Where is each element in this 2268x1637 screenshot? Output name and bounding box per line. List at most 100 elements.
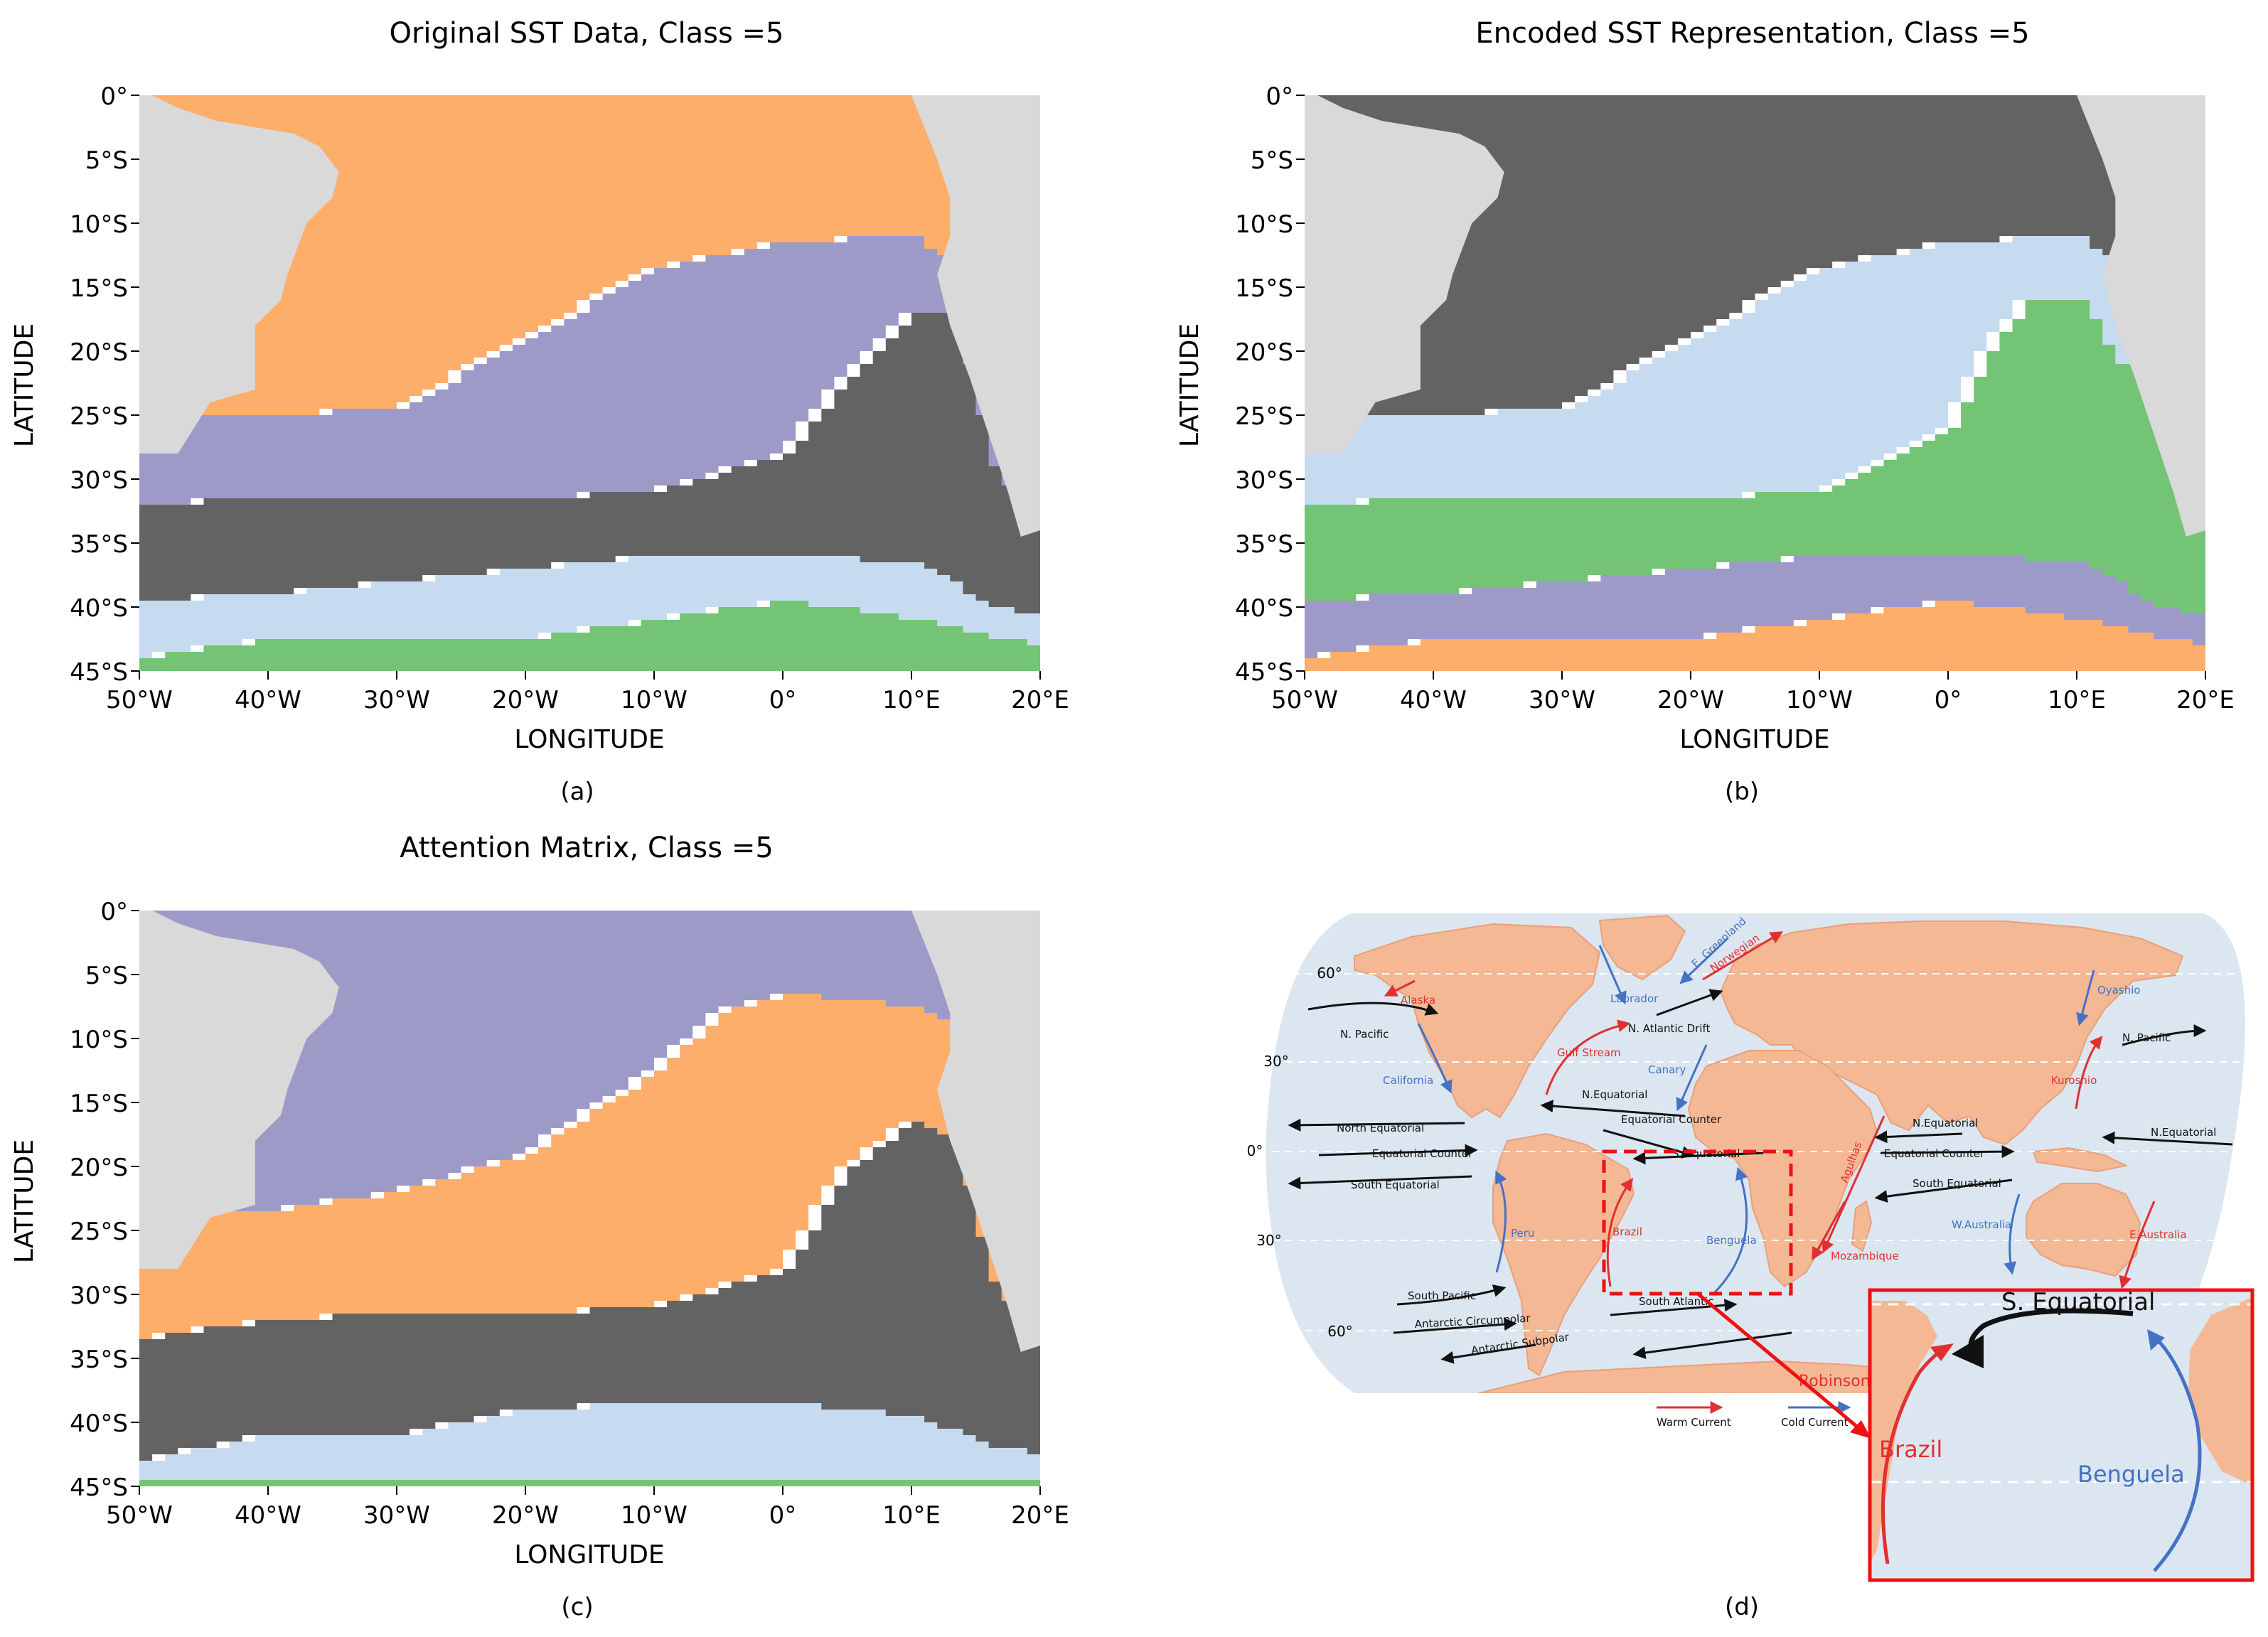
panel-a-ytick-label: 25°S: [70, 402, 128, 431]
panel-b-xtick-label: 20°E: [2176, 686, 2235, 714]
panel-c-xtick-label: 40°W: [235, 1501, 301, 1530]
panel-c-xtick-label: 50°W: [106, 1501, 173, 1530]
panel-c-band-dark: [139, 1122, 1040, 1461]
arrow-south-pacific: [1396, 1284, 1507, 1306]
label-brazil: Brazil: [1612, 1225, 1642, 1238]
arrow-norwegian: [1702, 931, 1784, 981]
label-alaska: Alaska: [1401, 994, 1435, 1007]
panel-b-ytick-label: 5°S: [1251, 146, 1293, 175]
highlight-box: [1602, 1149, 1793, 1296]
arrow-south-equatorial-pacific: [1288, 1175, 1472, 1190]
label-equatorial-counter-pacific: Equatorial Counter: [1372, 1147, 1473, 1160]
panel-c-plot: [139, 911, 1040, 1486]
panel-c-ytick-label: 25°S: [70, 1218, 128, 1246]
label-california: California: [1383, 1074, 1433, 1087]
panel-c-xticks: 50°W 40°W 30°W 20°W 10°W 0° 10°E 20°E: [106, 1486, 1069, 1530]
continent-south-america: [1492, 1132, 1635, 1377]
panel-a-ytick-label: 35°S: [70, 530, 128, 559]
panel-a: Original SST Data, Class =5 0° 5°S 10°S 15°…: [10, 17, 1069, 806]
panel-b-xtick-label: 10°W: [1786, 686, 1853, 714]
arrow-mozambique: [1812, 1201, 1846, 1261]
panel-b-ytick-label: 35°S: [1235, 530, 1293, 559]
panel-b-caption: (b): [1725, 778, 1759, 806]
arrow-equatorial-counter-atlantic: [1603, 1129, 1695, 1159]
panel-c-caption: (c): [561, 1593, 593, 1621]
arrow-south-equatorial-indian: [1874, 1179, 2013, 1203]
panel-b-xticks: 50°W 40°W 30°W 20°W 10°W 0° 10°E 20°E: [1271, 671, 2235, 714]
legend-warm-label: Warm Current: [1657, 1416, 1731, 1429]
panel-c-xtick-label: 10°E: [882, 1501, 941, 1530]
panel-a-band-purple: [139, 236, 1040, 537]
panel-a-ytick-label: 0°: [100, 82, 128, 111]
panel-b-xtick-label: 20°W: [1657, 686, 1724, 714]
arrow-n-equatorial-atlantic: [1540, 1100, 1686, 1117]
panel-a-ytick-label: 5°S: [85, 146, 128, 175]
panel-d: 60° 30° 0° 30° 60° Alaska N. Pacific Cal…: [1247, 913, 2254, 1621]
label-n-equatorial-atlantic: N.Equatorial: [1582, 1088, 1647, 1101]
panel-c-band-green: [139, 1480, 1040, 1486]
panel-b-ytick-label: 40°S: [1235, 594, 1293, 623]
panel-c-ytick-label: 35°S: [70, 1346, 128, 1374]
panel-c-band-purple: [139, 911, 1040, 1211]
panel-a-title: Original SST Data, Class =5: [389, 17, 783, 50]
panel-a-band-green: [139, 601, 1040, 671]
arrow-n-equatorial-indian: [1874, 1130, 1963, 1144]
panel-a-xtick-label: 10°W: [621, 686, 688, 714]
panel-c: Attention Matrix, Class =5 0° 5°S 10°S 15°S…: [10, 832, 1069, 1621]
panel-a-xlabel: LONGITUDE: [514, 725, 664, 754]
panel-c-ytick-label: 10°S: [70, 1026, 128, 1054]
panel-c-ytick-label: 40°S: [70, 1410, 128, 1438]
label-south-atlantic: South Atlantic: [1639, 1295, 1713, 1308]
panel-a-plot: [139, 95, 1040, 671]
continent-madagascar: [1851, 1200, 1873, 1252]
continent-greenland: [1598, 914, 1686, 981]
arrow-w-australia: [2004, 1193, 2021, 1275]
panel-a-band-lightblue: [139, 556, 1040, 658]
panel-b-ytick-label: 20°S: [1235, 338, 1293, 367]
inset-benguela-head: [2147, 1329, 2165, 1351]
arrow-antarctic-circumpolar: [1393, 1318, 1517, 1334]
arrow-alaska: [1384, 979, 1416, 997]
panel-a-xtick-label: 0°: [769, 686, 797, 714]
arrow-kuroshio: [2075, 1036, 2103, 1110]
inset-s-equatorial-label: S. Equatorial: [2001, 1288, 2155, 1316]
inset-land-left: [1870, 1301, 1937, 1564]
panel-b-xtick-label: 0°: [1935, 686, 1962, 714]
inset-land-right: [2188, 1297, 2252, 1486]
label-s-equatorial-atlantic: S. Equatorial: [1672, 1147, 1740, 1160]
panel-b-band-orange: [1305, 601, 2205, 671]
panel-b-yticks: 0° 5°S 10°S 15°S 20°S 25°S 30°S 35°S 40°S 45°S: [1235, 82, 1305, 687]
panel-a-ylabel: LATITUDE: [10, 323, 39, 447]
inset-s-equatorial-arrow: [1968, 1308, 2134, 1353]
panel-c-ytick-label: 20°S: [70, 1154, 128, 1182]
arrow-brazil: [1606, 1178, 1634, 1287]
legend-cold-label: Cold Current: [1781, 1416, 1849, 1429]
highlight-pointer-head: [1850, 1420, 1871, 1439]
panel-c-xtick-label: 0°: [769, 1501, 797, 1530]
panel-a-caption: (a): [560, 778, 594, 806]
panel-c-ytick-label: 5°S: [85, 962, 128, 990]
label-equatorial-counter-atlantic: Equatorial Counter: [1621, 1113, 1722, 1126]
label-n-pacific-east: N. Pacific: [2122, 1031, 2171, 1044]
arrow-equatorial-counter-pacific: [1318, 1144, 1478, 1157]
panel-a-ytick-label: 30°S: [70, 466, 128, 495]
label-peru: Peru: [1511, 1227, 1534, 1240]
arrow-labrador: [1598, 945, 1627, 1005]
arrow-benguela: [1712, 1166, 1748, 1295]
panel-c-ytick-label: 0°: [100, 898, 128, 926]
arrow-n-equatorial-pacific-west: [2102, 1131, 2233, 1146]
panel-b-band-lightblue: [1305, 236, 2205, 505]
arrow-n-pacific: [1307, 1002, 1439, 1016]
arrow-equatorial-counter-indian: [1880, 1145, 2015, 1159]
panel-c-xlabel: LONGITUDE: [514, 1540, 664, 1569]
panel-a-xtick-label: 40°W: [235, 686, 301, 714]
arrow-e-australia: [2119, 1201, 2156, 1289]
label-north-equatorial-pacific: North Equatorial: [1337, 1122, 1424, 1134]
panel-b-title: Encoded SST Representation, Class =5: [1475, 17, 2029, 50]
label-canary: Canary: [1648, 1063, 1686, 1076]
arrow-california: [1417, 1023, 1453, 1094]
arrow-s-equatorial-atlantic: [1632, 1152, 1764, 1165]
panel-a-land-sa: [139, 95, 339, 453]
arrow-gulf-stream: [1545, 1019, 1631, 1095]
